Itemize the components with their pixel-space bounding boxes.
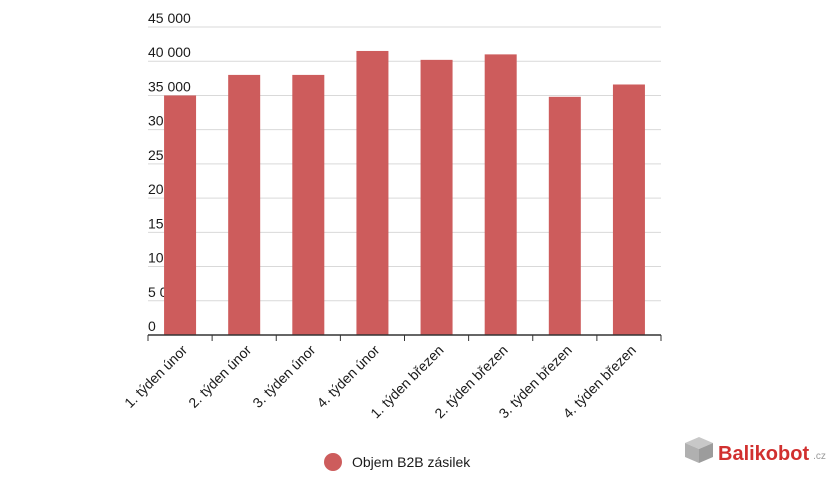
- bar: [484, 54, 517, 335]
- bars: [164, 50, 645, 336]
- bar: [228, 74, 261, 336]
- bar: [356, 50, 389, 335]
- x-axis: [147, 334, 662, 341]
- y-tick-label: 45 000: [148, 10, 191, 26]
- x-tick-label: 1. týden únor: [121, 342, 190, 411]
- legend: Objem B2B zásilek: [324, 453, 470, 471]
- box-icon: [685, 437, 713, 463]
- gridlines: [148, 26, 661, 302]
- bar: [420, 59, 453, 335]
- bar: [292, 74, 325, 336]
- legend-label: Objem B2B zásilek: [352, 454, 471, 470]
- x-tick-label: 3. týden únor: [249, 342, 318, 411]
- bar: [548, 96, 581, 336]
- y-tick-label: 40 000: [148, 44, 191, 60]
- y-tick-label: 0: [148, 318, 156, 334]
- legend-swatch: [324, 453, 342, 471]
- bar: [164, 95, 197, 335]
- x-tick-label: 2. týden únor: [185, 342, 254, 411]
- logo-tld: .cz: [813, 451, 826, 462]
- bar: [612, 84, 645, 335]
- logo-brand: Balikobot: [718, 443, 810, 465]
- balikobot-logo: Balikobot .cz: [684, 436, 826, 464]
- x-tick-label: 4. týden únor: [313, 342, 382, 411]
- y-tick-label: 35 000: [148, 78, 191, 94]
